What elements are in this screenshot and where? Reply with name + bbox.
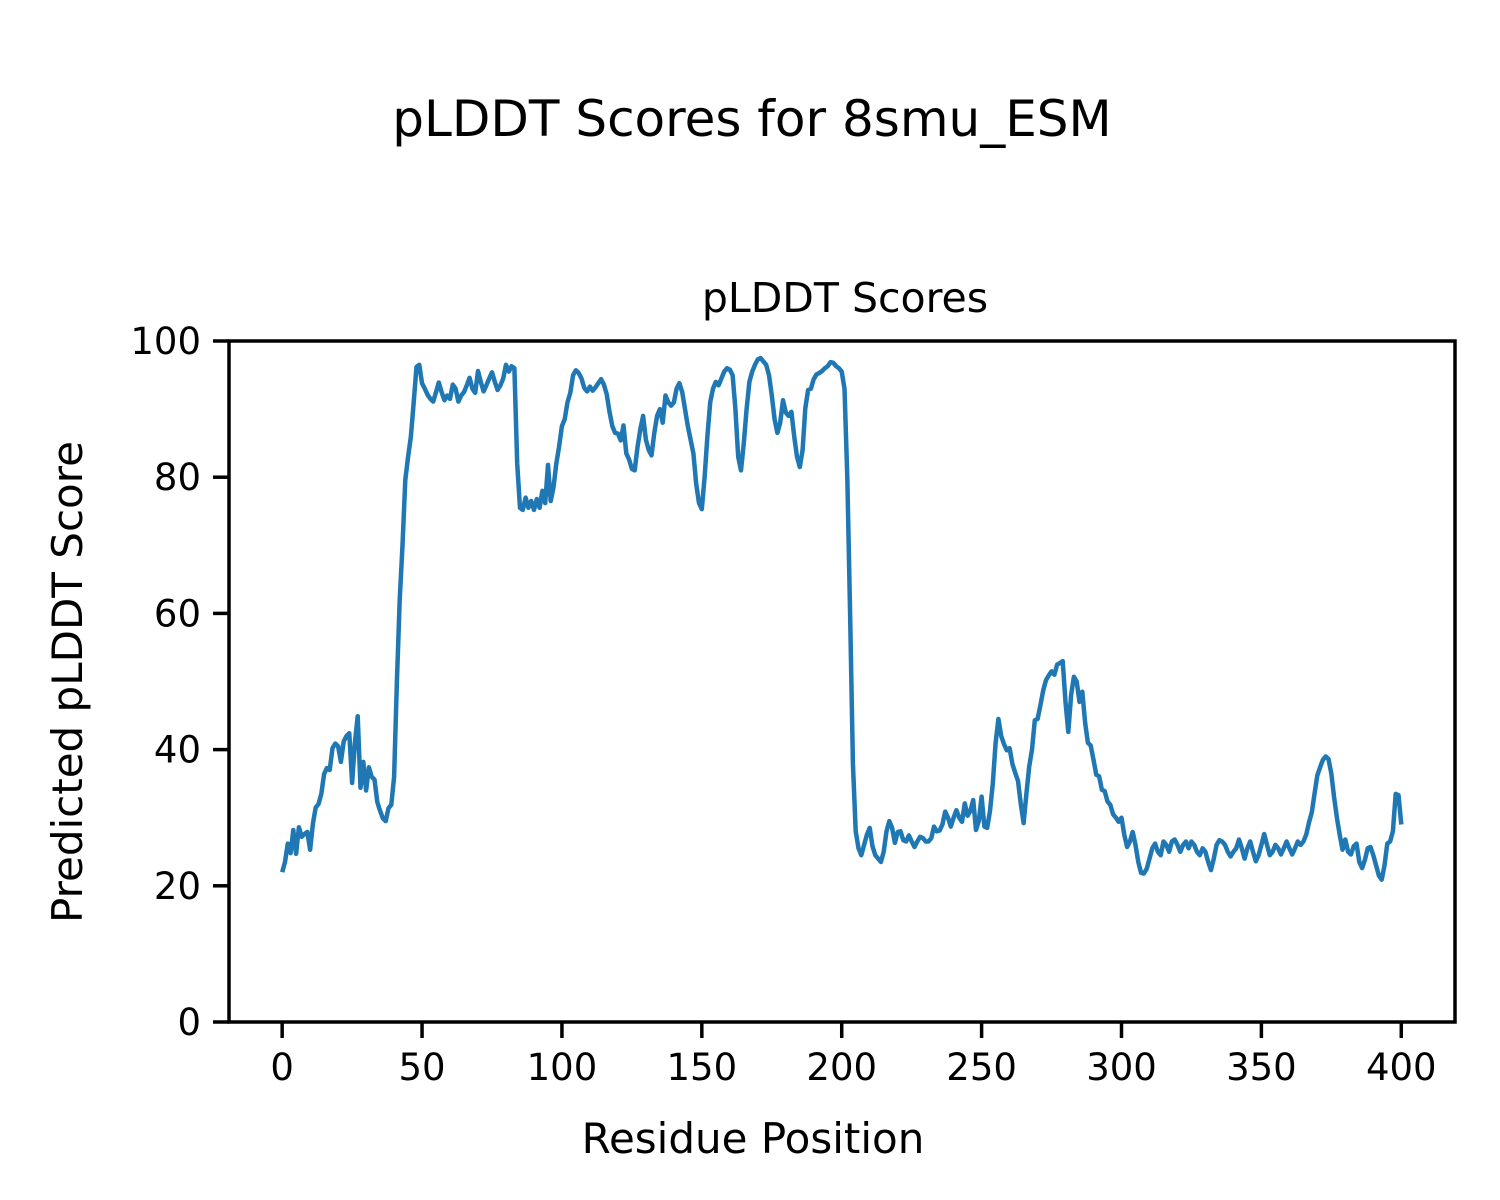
y-axis-label: Predicted pLDDT Score (43, 441, 92, 923)
x-tick-label: 350 (1226, 1046, 1297, 1089)
x-tick-label: 100 (527, 1046, 598, 1089)
y-tick-label: 60 (154, 592, 201, 635)
y-ticks: 0 20 40 60 80 100 (130, 320, 229, 1044)
axes-frame (227, 339, 1457, 1024)
x-tick-label: 300 (1086, 1046, 1157, 1089)
x-tick-label: 150 (667, 1046, 738, 1089)
y-tick-label: 40 (154, 729, 201, 772)
x-axis-label: Residue Position (582, 1114, 925, 1163)
plddt-line (280, 355, 1404, 882)
x-tick-label: 200 (806, 1046, 877, 1089)
x-ticks: 0 50 100 150 200 250 300 350 400 (270, 1022, 1437, 1089)
axes-title: pLDDT Scores (702, 274, 988, 322)
y-tick-label: 100 (130, 320, 201, 363)
y-tick-label: 20 (154, 865, 201, 908)
y-tick-label: 80 (154, 456, 201, 499)
figure-title: pLDDT Scores for 8smu_ESM (392, 90, 1111, 148)
x-tick-label: 50 (399, 1046, 446, 1089)
y-tick-label: 0 (177, 1001, 201, 1044)
x-tick-label: 0 (270, 1046, 294, 1089)
x-tick-label: 250 (946, 1046, 1017, 1089)
x-tick-label: 400 (1366, 1046, 1437, 1089)
